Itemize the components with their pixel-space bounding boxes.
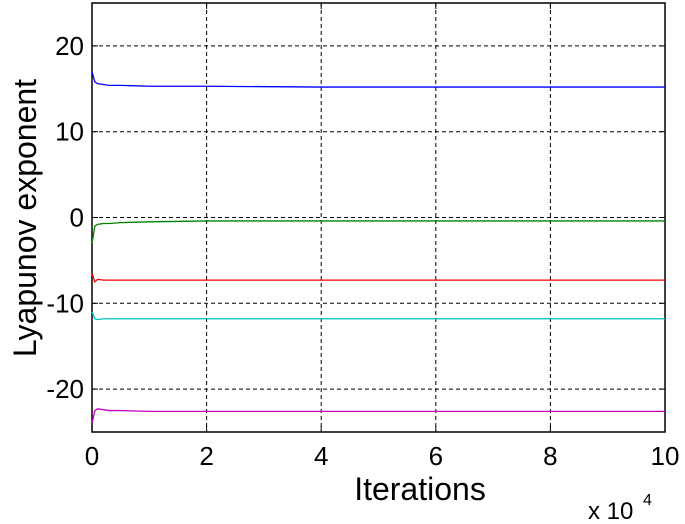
x-tick-label: 0: [85, 441, 99, 471]
x-tick-label: 8: [543, 441, 557, 471]
x-multiplier-exponent: 4: [643, 492, 652, 509]
x-tick-label: 6: [429, 441, 443, 471]
y-tick-label: -20: [46, 374, 84, 404]
y-tick-label: 20: [55, 31, 84, 61]
x-tick-label: 2: [199, 441, 213, 471]
x-tick-label: 4: [314, 441, 328, 471]
y-axis-label: Lyapunov exponent: [7, 79, 43, 357]
series-line: [91, 273, 665, 283]
y-tick-label: -10: [46, 288, 84, 318]
x-tick-label: 10: [651, 441, 680, 471]
series-line: [91, 71, 665, 88]
series-line: [91, 220, 665, 244]
y-tick-label: 10: [55, 117, 84, 147]
y-tick-label: 0: [70, 203, 84, 233]
series-line: [91, 311, 665, 321]
x-axis-label: Iterations: [354, 471, 486, 507]
x-multiplier: x 10: [588, 498, 633, 524]
series-line: [91, 408, 665, 424]
